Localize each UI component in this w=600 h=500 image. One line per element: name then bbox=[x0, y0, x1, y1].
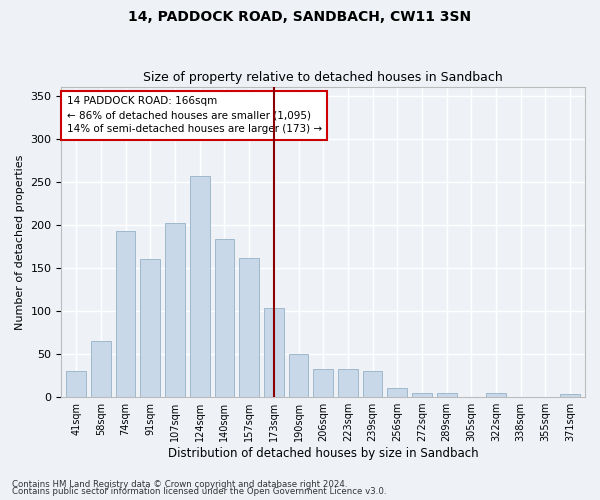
Bar bbox=[289, 354, 308, 397]
Text: 14 PADDOCK ROAD: 166sqm
← 86% of detached houses are smaller (1,095)
14% of semi: 14 PADDOCK ROAD: 166sqm ← 86% of detache… bbox=[67, 96, 322, 134]
Text: 14, PADDOCK ROAD, SANDBACH, CW11 3SN: 14, PADDOCK ROAD, SANDBACH, CW11 3SN bbox=[128, 10, 472, 24]
Bar bbox=[215, 238, 234, 397]
Bar bbox=[437, 393, 457, 397]
Y-axis label: Number of detached properties: Number of detached properties bbox=[15, 154, 25, 330]
Title: Size of property relative to detached houses in Sandbach: Size of property relative to detached ho… bbox=[143, 72, 503, 85]
Bar bbox=[363, 371, 382, 397]
Bar bbox=[190, 176, 209, 397]
Bar bbox=[239, 258, 259, 397]
Bar bbox=[313, 368, 333, 397]
Bar bbox=[338, 368, 358, 397]
Text: Contains HM Land Registry data © Crown copyright and database right 2024.: Contains HM Land Registry data © Crown c… bbox=[12, 480, 347, 489]
Bar bbox=[67, 371, 86, 397]
Bar bbox=[412, 393, 432, 397]
X-axis label: Distribution of detached houses by size in Sandbach: Distribution of detached houses by size … bbox=[168, 447, 479, 460]
Bar bbox=[560, 394, 580, 397]
Bar bbox=[165, 223, 185, 397]
Bar bbox=[486, 393, 506, 397]
Bar bbox=[388, 388, 407, 397]
Bar bbox=[140, 260, 160, 397]
Bar bbox=[116, 231, 136, 397]
Bar bbox=[91, 341, 111, 397]
Bar bbox=[264, 308, 284, 397]
Text: Contains public sector information licensed under the Open Government Licence v3: Contains public sector information licen… bbox=[12, 487, 386, 496]
